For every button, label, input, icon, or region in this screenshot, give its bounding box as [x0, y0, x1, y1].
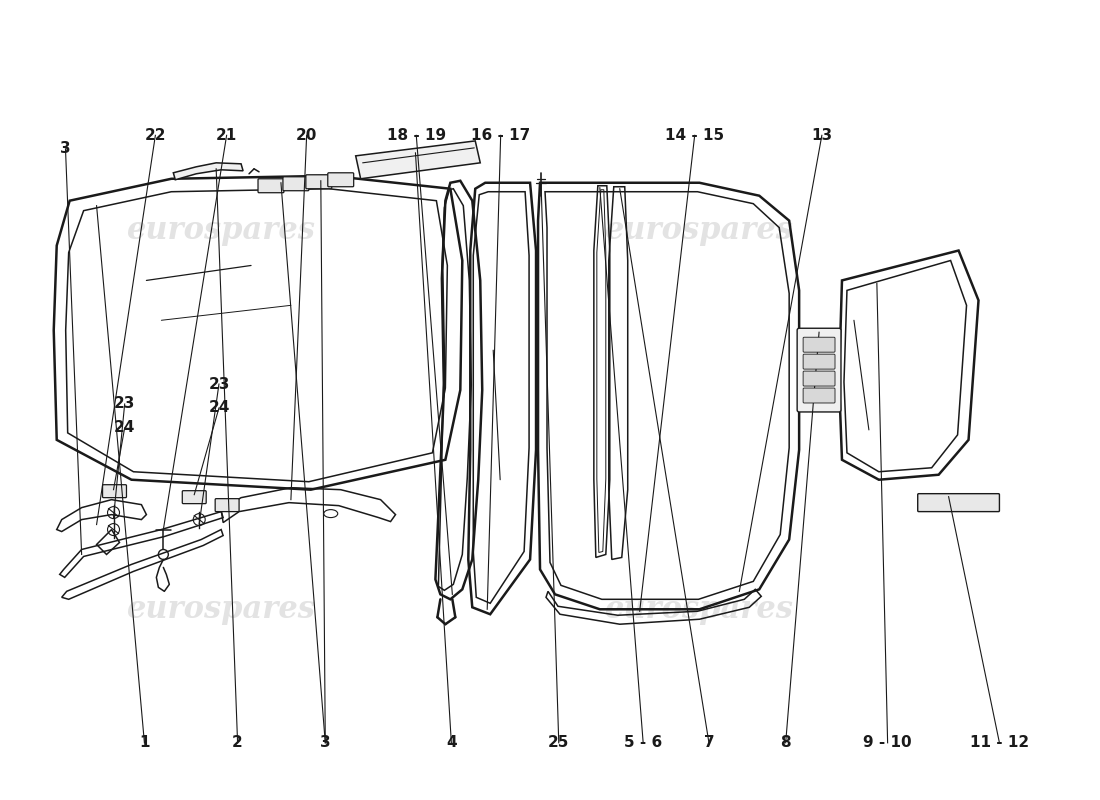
FancyBboxPatch shape: [798, 328, 842, 412]
FancyBboxPatch shape: [283, 177, 309, 190]
Text: eurospares: eurospares: [126, 215, 316, 246]
FancyBboxPatch shape: [306, 174, 332, 189]
Text: 13: 13: [812, 128, 833, 143]
FancyBboxPatch shape: [803, 338, 835, 352]
FancyBboxPatch shape: [917, 494, 1000, 512]
Text: 23: 23: [114, 397, 135, 411]
Text: 3: 3: [60, 142, 70, 156]
FancyBboxPatch shape: [258, 178, 284, 193]
Text: 18 - 19: 18 - 19: [387, 128, 446, 143]
Text: eurospares: eurospares: [605, 215, 794, 246]
Text: 24: 24: [208, 401, 230, 415]
Text: 14 - 15: 14 - 15: [666, 128, 724, 143]
FancyBboxPatch shape: [183, 490, 206, 504]
FancyBboxPatch shape: [803, 388, 835, 403]
Text: 11 - 12: 11 - 12: [970, 735, 1028, 750]
Text: 5 - 6: 5 - 6: [624, 735, 662, 750]
Text: 21: 21: [216, 128, 238, 143]
Text: 3: 3: [320, 735, 331, 750]
Text: eurospares: eurospares: [126, 594, 316, 625]
Text: 24: 24: [114, 421, 135, 435]
Text: 9 - 10: 9 - 10: [864, 735, 912, 750]
Text: eurospares: eurospares: [605, 594, 794, 625]
Text: 22: 22: [144, 128, 166, 143]
Text: 1: 1: [140, 735, 150, 750]
Text: 8: 8: [780, 735, 791, 750]
FancyBboxPatch shape: [328, 173, 354, 186]
FancyBboxPatch shape: [102, 485, 126, 498]
FancyBboxPatch shape: [803, 354, 835, 369]
Polygon shape: [355, 141, 481, 178]
Text: 7: 7: [704, 735, 714, 750]
FancyBboxPatch shape: [216, 498, 239, 512]
Text: 23: 23: [208, 377, 230, 391]
Text: 16 - 17: 16 - 17: [471, 128, 530, 143]
Text: 20: 20: [296, 128, 317, 143]
Polygon shape: [174, 163, 243, 180]
Text: 4: 4: [446, 735, 456, 750]
FancyBboxPatch shape: [803, 371, 835, 386]
Text: 2: 2: [232, 735, 243, 750]
Text: 25: 25: [548, 735, 570, 750]
